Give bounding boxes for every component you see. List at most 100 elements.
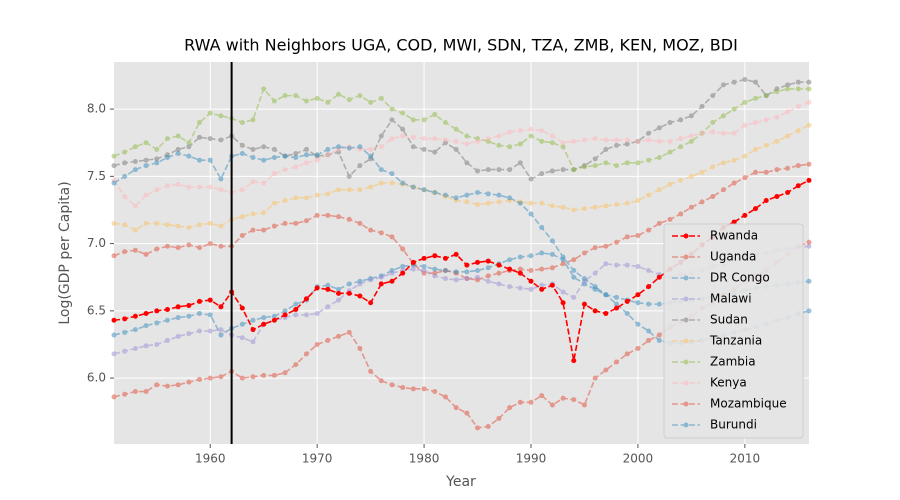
data-point bbox=[453, 195, 459, 201]
data-point bbox=[742, 76, 748, 82]
data-point bbox=[346, 290, 352, 296]
data-point bbox=[507, 144, 513, 150]
data-point bbox=[293, 306, 299, 312]
data-point bbox=[656, 187, 662, 193]
data-point bbox=[357, 346, 363, 351]
data-point bbox=[400, 133, 406, 139]
data-point bbox=[528, 133, 534, 139]
data-point bbox=[143, 343, 149, 349]
data-point bbox=[432, 189, 438, 195]
data-point bbox=[143, 220, 149, 226]
data-point bbox=[293, 93, 299, 99]
data-point bbox=[378, 230, 384, 236]
data-point bbox=[539, 138, 545, 144]
data-point bbox=[688, 204, 694, 210]
data-point bbox=[325, 99, 331, 105]
data-point bbox=[763, 117, 769, 123]
data-point bbox=[186, 242, 192, 248]
data-point bbox=[132, 389, 138, 395]
data-point bbox=[667, 216, 673, 222]
data-point bbox=[614, 359, 620, 365]
data-point bbox=[175, 245, 181, 251]
legend-label: Uganda bbox=[710, 250, 756, 264]
data-point bbox=[218, 176, 224, 182]
data-point bbox=[271, 372, 277, 378]
data-point bbox=[646, 328, 652, 334]
data-point bbox=[507, 405, 513, 411]
data-point bbox=[475, 168, 481, 174]
legend-item bbox=[672, 338, 700, 344]
data-point bbox=[571, 167, 577, 173]
data-point bbox=[197, 376, 203, 382]
data-point bbox=[207, 157, 213, 163]
data-point bbox=[368, 99, 374, 105]
data-point bbox=[549, 140, 555, 146]
data-point bbox=[207, 375, 213, 381]
data-point bbox=[122, 160, 128, 166]
data-point bbox=[753, 79, 759, 85]
data-point bbox=[453, 269, 459, 275]
data-point bbox=[571, 207, 577, 213]
data-point bbox=[421, 136, 427, 142]
legend-marker bbox=[683, 317, 689, 323]
data-point bbox=[678, 211, 684, 217]
data-point bbox=[763, 142, 769, 148]
data-point bbox=[346, 173, 352, 179]
data-point bbox=[806, 278, 812, 284]
data-point bbox=[720, 130, 726, 136]
data-point bbox=[378, 95, 384, 101]
data-point bbox=[646, 337, 652, 343]
data-point bbox=[581, 206, 587, 212]
data-point bbox=[485, 136, 491, 142]
data-point bbox=[656, 220, 662, 226]
data-point bbox=[218, 243, 224, 249]
data-point bbox=[175, 304, 181, 310]
legend-marker bbox=[683, 233, 689, 239]
data-point bbox=[699, 103, 705, 109]
data-point bbox=[496, 415, 502, 421]
data-point bbox=[560, 254, 566, 260]
data-point bbox=[143, 163, 149, 169]
data-point bbox=[261, 210, 267, 216]
data-point bbox=[592, 204, 598, 210]
data-point bbox=[614, 262, 620, 268]
data-point bbox=[271, 146, 277, 152]
data-point bbox=[656, 155, 662, 160]
data-point bbox=[646, 157, 652, 163]
data-point bbox=[154, 220, 160, 226]
data-point bbox=[795, 128, 801, 134]
data-point bbox=[464, 133, 470, 139]
data-point bbox=[549, 238, 555, 244]
data-point bbox=[581, 402, 587, 408]
data-point bbox=[592, 245, 598, 251]
data-point bbox=[528, 253, 534, 259]
data-point bbox=[688, 173, 694, 179]
legend-label: Zambia bbox=[710, 355, 756, 369]
data-point bbox=[122, 173, 128, 179]
data-point bbox=[539, 200, 545, 206]
data-point bbox=[560, 204, 566, 210]
data-point bbox=[336, 214, 342, 220]
data-point bbox=[624, 351, 630, 357]
data-point bbox=[325, 282, 331, 288]
data-point bbox=[122, 329, 128, 335]
data-point bbox=[763, 198, 769, 204]
data-point bbox=[197, 328, 203, 334]
data-point bbox=[175, 133, 181, 139]
data-point bbox=[336, 187, 342, 193]
data-point bbox=[549, 265, 555, 271]
data-point bbox=[603, 261, 609, 267]
data-point bbox=[218, 332, 224, 338]
data-point bbox=[560, 261, 566, 267]
data-point bbox=[293, 150, 299, 156]
data-point bbox=[346, 97, 352, 103]
data-point bbox=[175, 382, 181, 388]
legend-item bbox=[672, 254, 700, 260]
data-point bbox=[346, 281, 352, 287]
data-point bbox=[207, 136, 213, 142]
data-point bbox=[357, 187, 363, 193]
data-point bbox=[282, 93, 288, 99]
data-point bbox=[239, 187, 245, 193]
data-point bbox=[475, 138, 481, 144]
data-point bbox=[164, 243, 170, 249]
